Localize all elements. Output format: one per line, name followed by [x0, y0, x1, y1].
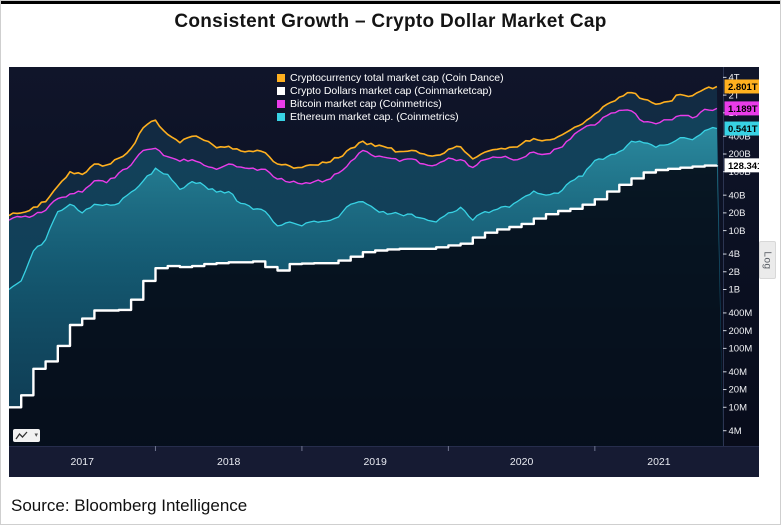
x-tick-label: 2018: [217, 456, 241, 468]
y-tick-label: 4B: [729, 249, 741, 260]
y-tick-label: 10B: [729, 226, 746, 237]
y-tick-label: 1B: [729, 285, 741, 296]
line-bitcoin: [9, 107, 718, 221]
y-tick-label: 100B: [729, 167, 751, 178]
legend-label: Bitcoin market cap (Coinmetrics): [290, 97, 442, 110]
y-tick-label: 200M: [729, 326, 753, 337]
top-border: [1, 1, 780, 4]
legend-swatch-crypto-dollars: [277, 86, 285, 95]
price-badge-ethereum: 0.541T: [724, 121, 759, 136]
x-axis-band: [9, 446, 759, 477]
x-tick-label: 2020: [510, 456, 534, 468]
chart-type-button[interactable]: ▾: [13, 429, 40, 442]
y-tick-label: 400M: [729, 308, 753, 319]
y-tick-label: 20B: [729, 208, 746, 219]
y-tick-label: 20M: [729, 385, 748, 396]
legend-item-bitcoin[interactable]: Bitcoin market cap (Coinmetrics): [277, 97, 504, 110]
log-scale-toggle[interactable]: Log: [759, 241, 776, 279]
svg-text:1.189T: 1.189T: [728, 104, 758, 115]
x-tick-label: 2019: [363, 456, 387, 468]
price-badge-crypto_dollars: 128.341B: [724, 158, 759, 173]
y-tick-label: 2B: [729, 267, 741, 278]
line-chart-icon: [15, 431, 28, 440]
legend-swatch-total: [277, 73, 285, 82]
legend-item-crypto-dollars[interactable]: Crypto Dollars market cap (Coinmarketcap…: [277, 84, 504, 97]
area-crypto_dollars: [9, 165, 723, 446]
y-tick-label: 40M: [729, 367, 748, 378]
source-text: Source: Bloomberg Intelligence: [11, 496, 248, 515]
legend-item-ethereum[interactable]: Ethereum market cap. (Coinmetrics): [277, 110, 504, 123]
chart-legend: Cryptocurrency total market cap (Coin Da…: [277, 71, 504, 123]
legend-swatch-bitcoin: [277, 99, 285, 108]
chart-title: Consistent Growth – Crypto Dollar Market…: [174, 11, 607, 32]
line-ethereum: [9, 126, 718, 291]
legend-label: Ethereum market cap. (Coinmetrics): [290, 110, 459, 123]
legend-label: Cryptocurrency total market cap (Coin Da…: [290, 71, 504, 84]
y-tick-label: 4M: [729, 426, 742, 437]
legend-swatch-ethereum: [277, 112, 285, 121]
log-scale-label: Log: [762, 250, 773, 270]
price-badge-bitcoin: 1.189T: [724, 101, 759, 116]
legend-label: Crypto Dollars market cap (Coinmarketcap…: [290, 84, 492, 97]
x-tick-label: 2017: [71, 456, 95, 468]
svg-text:2.801T: 2.801T: [728, 82, 758, 93]
x-tick-label: 2021: [647, 456, 671, 468]
line-crypto_dollars: [9, 164, 719, 409]
price-badge-total: 2.801T: [724, 79, 759, 94]
svg-text:0.541T: 0.541T: [728, 124, 758, 135]
y-tick-label: 10M: [729, 402, 748, 413]
legend-item-total[interactable]: Cryptocurrency total market cap (Coin Da…: [277, 71, 504, 84]
svg-text:128.341B: 128.341B: [728, 161, 759, 172]
y-tick-label: 4T: [729, 73, 740, 84]
y-tick-label: 400B: [729, 131, 751, 142]
y-tick-label: 2T: [729, 90, 740, 101]
y-tick-label: 200B: [729, 149, 751, 160]
market-cap-chart-canvas[interactable]: 4T2T1T400B200B100B40B20B10B4B2B1B400M200…: [9, 67, 759, 477]
chevron-down-icon: ▾: [34, 432, 38, 439]
line-total: [9, 85, 718, 217]
y-tick-label: 100M: [729, 344, 753, 355]
chart-container: 4T2T1T400B200B100B40B20B10B4B2B1B400M200…: [9, 67, 759, 477]
y-tick-label: 40B: [729, 190, 746, 201]
